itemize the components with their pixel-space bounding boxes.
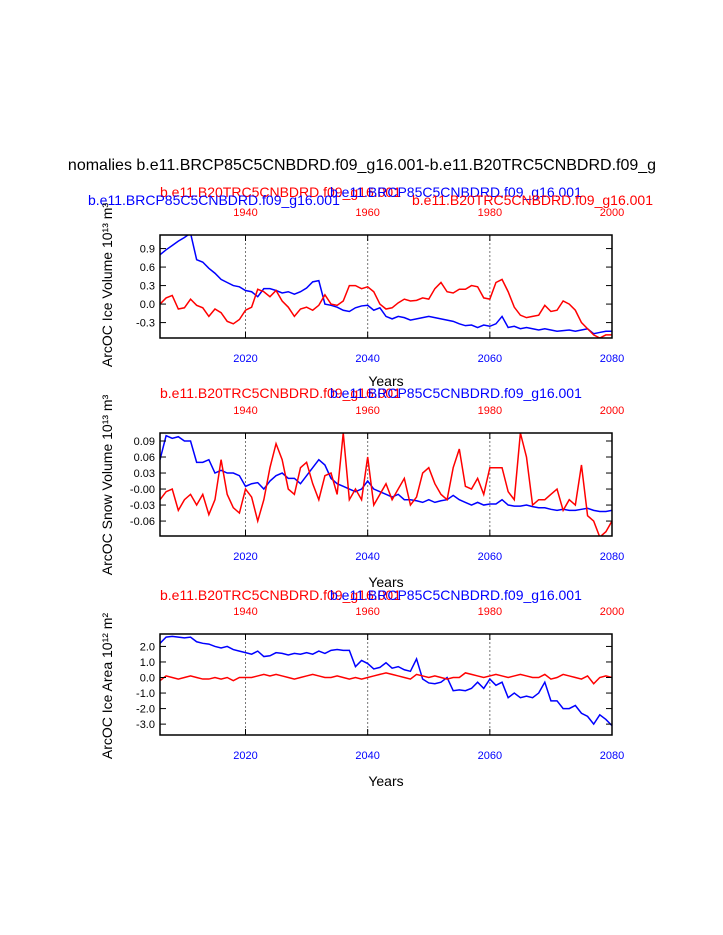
main-title: nomalies b.e11.BRCP85C5CNBDRD.f09_g16.00… [68,157,656,174]
panel-0-xtick-top-label-3: 2000 [600,207,624,219]
panel-ice-area: b.e11.B20TRC5CNBDRD.f09_g16.001 b.e11.BR… [99,587,582,789]
panel-1-ytick-label-2: 0.03 [134,468,155,480]
panel-0-frame [159,234,613,339]
panel-2-xlabel: Years [368,773,403,789]
panel-1-xtick-top-label-1: 1960 [355,405,379,417]
panel-1-title-center: b.e11.BRCP85C5CNBDRD.f09_g16.001 [330,385,582,401]
panel-0-ylabel: ArcOC Ice Volume 10¹³ m³ [99,203,115,367]
panel-0-ytick-label-2: 0.3 [140,281,155,293]
panel-1-ytick-label-1: 0.06 [134,452,155,464]
panel-0-series-0-line [160,235,612,335]
panel-0-xtick-label-1: 2040 [355,353,379,365]
panel-0-xtick-label-0: 2020 [233,353,257,365]
panel-2-title-center: b.e11.BRCP85C5CNBDRD.f09_g16.001 [330,587,582,603]
panel-1-ytick-label-4: -0.03 [130,500,155,512]
panel-1-ytick-label-5: -0.06 [130,516,155,528]
panel-0-series-1-line [160,278,612,338]
panel-1-series-1-line [160,433,612,536]
panel-0-xtick-top-label-1: 1960 [355,207,379,219]
panel-2-xtick-top-label-1: 1960 [355,606,379,618]
panel-2-ytick-label-3: -1.0 [136,688,155,700]
panel-1-frame [159,432,613,537]
panel-1-xtick-top-label-3: 2000 [600,405,624,417]
panel-2-title-left-red: b.e11.B20TRC5CNBDRD.f09_g16.001 [160,587,401,603]
panel-1-xtick-label-3: 2080 [600,551,624,563]
panel-2-frame [159,633,613,736]
panel-ice-volume: b.e11.B20TRC5CNBDRD.f09_g16.001 b.e11.BR… [88,184,653,389]
panel-1-series-0-line [160,434,612,513]
panel-2-series-0-line [160,635,612,727]
panel-2-ytick-label-2: 0.0 [140,673,155,685]
panel-0-title-left-red: b.e11.B20TRC5CNBDRD.f09_g16.001 [160,184,401,200]
panel-0-xlabel: Years [368,373,403,389]
panel-2-xtick-label-2: 2060 [478,750,502,762]
panel-2-ytick-label-4: -2.0 [136,704,155,716]
panel-1-xtick-label-1: 2040 [355,551,379,563]
panel-0-title-right-red: b.e11.B20TRC5CNBDRD.f09_g16.001 [412,192,653,208]
panel-0-title-center: b.e11.BRCP85C5CNBDRD.f09_g16.001 [330,184,582,200]
panel-0-ytick-label-0: 0.9 [140,244,155,256]
panel-2-ytick-label-1: 1.0 [140,657,155,669]
panel-2-xtick-label-0: 2020 [233,750,257,762]
panel-2-series-1-line [160,672,612,685]
panel-0-ytick-label-1: 0.6 [140,262,155,274]
panel-2-xtick-top-label-3: 2000 [600,606,624,618]
panel-0-xtick-label-3: 2080 [600,353,624,365]
panel-2-ytick-label-5: -3.0 [136,719,155,731]
panel-1-xtick-label-0: 2020 [233,551,257,563]
panel-1-title-left-red: b.e11.B20TRC5CNBDRD.f09_g16.001 [160,385,401,401]
panel-0-ytick-label-3: 0.0 [140,299,155,311]
panel-1-xtick-top-label-0: 1940 [233,405,257,417]
panel-1-xtick-top-label-2: 1980 [478,405,502,417]
panel-2-ylabel: ArcOC Ice Area 10¹² m² [99,613,115,760]
chart-marks: 0.9 0.6 0.3 0.0 -0.3 2020 2040 2060 2080 1940 1960… [130,207,624,762]
panel-0-xtick-label-2: 2060 [478,353,502,365]
panel-1-xlabel: Years [368,574,403,590]
panel-0-ytick-label-4: -0.3 [136,318,155,330]
panel-1-xtick-label-2: 2060 [478,551,502,563]
panel-2-xtick-top-label-0: 1940 [233,606,257,618]
panel-2-xtick-top-label-2: 1980 [478,606,502,618]
panel-2-xtick-label-3: 2080 [600,750,624,762]
panel-1-ytick-label-3: -0.00 [130,484,155,496]
panel-2-xtick-label-1: 2040 [355,750,379,762]
panel-snow-volume: b.e11.B20TRC5CNBDRD.f09_g16.001 b.e11.BR… [99,385,582,590]
panel-2-ytick-label-0: 2.0 [140,641,155,653]
panel-1-ylabel: ArcOC Snow Volume 10¹³ m³ [99,394,115,575]
panel-0-xtick-top-label-0: 1940 [233,207,257,219]
panel-0-title-left-blue: b.e11.BRCP85C5CNBDRD.f09_g16.001 [88,192,340,208]
panel-0-xtick-top-label-2: 1980 [478,207,502,219]
panel-1-ytick-label-0: 0.09 [134,436,155,448]
